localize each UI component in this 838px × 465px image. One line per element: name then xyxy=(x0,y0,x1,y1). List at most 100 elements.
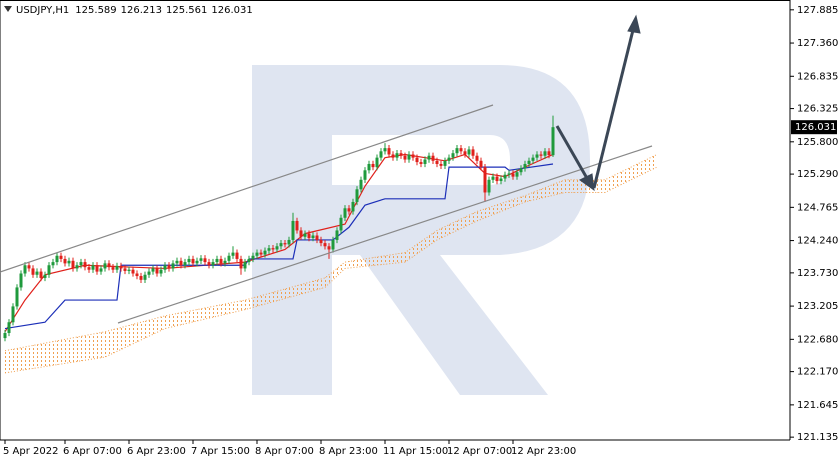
candle-body xyxy=(463,151,467,155)
y-tick-label: 124.765 xyxy=(797,202,838,213)
candle-body xyxy=(55,255,59,263)
candle-body xyxy=(135,273,139,277)
candle-body xyxy=(363,170,367,180)
x-tick-label: 8 Apr 23:00 xyxy=(319,446,378,457)
candle-body xyxy=(263,250,267,255)
candle-body xyxy=(327,246,331,250)
candle-body xyxy=(7,322,11,334)
candle-body xyxy=(515,172,519,177)
header: USDJPY,H1 125.589 126.213 125.561 126.031 xyxy=(16,5,253,16)
candle-body xyxy=(543,151,547,156)
candle-body xyxy=(403,155,407,160)
candle-body xyxy=(227,255,231,261)
candle-body xyxy=(511,173,515,177)
candle-body xyxy=(255,252,259,256)
candle-body xyxy=(171,263,175,269)
y-tick-label: 127.885 xyxy=(797,5,838,16)
candle-body xyxy=(359,179,363,190)
candle-body xyxy=(111,267,115,270)
candle-body xyxy=(35,271,39,275)
y-tick-label: 123.730 xyxy=(797,268,838,279)
candle-body xyxy=(167,265,171,269)
candle-body xyxy=(475,155,479,161)
candle-body xyxy=(75,265,79,269)
candle-body xyxy=(223,260,227,264)
candle-body xyxy=(291,220,295,240)
candle-body xyxy=(523,163,527,169)
candle-body xyxy=(383,148,387,152)
candle-body xyxy=(299,230,303,237)
candle-body xyxy=(339,217,343,231)
candle-body xyxy=(391,154,395,158)
x-tick-label: 6 Apr 07:00 xyxy=(63,446,122,457)
candle-body xyxy=(295,220,299,231)
candle-body xyxy=(19,273,23,288)
candle-body xyxy=(103,263,107,269)
candle-body xyxy=(127,269,131,271)
candle-body xyxy=(71,260,75,269)
candle-body xyxy=(323,243,327,247)
candle-body xyxy=(379,151,383,158)
y-tick-label: 123.205 xyxy=(797,301,838,312)
symbol: USDJPY,H1 xyxy=(16,5,69,16)
candle-body xyxy=(275,246,279,250)
candle-body xyxy=(311,235,315,239)
candle-body xyxy=(367,163,371,171)
candle-body xyxy=(443,160,447,166)
y-tick-label: 125.800 xyxy=(797,137,838,148)
candle-body xyxy=(67,260,71,264)
candle-body xyxy=(483,167,487,193)
close-value: 126.031 xyxy=(211,5,252,16)
candle-body xyxy=(151,268,155,272)
candle-body xyxy=(15,287,19,307)
candle-body xyxy=(439,163,443,166)
channel-upper xyxy=(0,104,494,273)
candle-body xyxy=(467,149,471,155)
candle-body xyxy=(87,267,91,270)
low-value: 125.561 xyxy=(166,5,207,16)
candle-body xyxy=(59,255,63,259)
candle-body xyxy=(283,243,287,245)
cloud-lower xyxy=(4,166,658,374)
candle-body xyxy=(163,265,167,270)
candle-body xyxy=(51,262,55,266)
candle-body xyxy=(415,157,419,163)
candle-body xyxy=(539,154,543,156)
candle-body xyxy=(271,248,275,250)
candle-body xyxy=(375,157,379,168)
candle-body xyxy=(411,154,415,158)
y-tick-label: 121.135 xyxy=(797,432,838,443)
y-tick-label: 127.360 xyxy=(797,38,838,49)
candle-body xyxy=(371,163,375,168)
y-tick-label: 125.290 xyxy=(797,169,838,180)
candle-body xyxy=(531,157,535,161)
candle-body xyxy=(459,148,463,152)
candle-body xyxy=(147,271,151,275)
candle-body xyxy=(519,168,523,173)
candle-body xyxy=(99,268,103,272)
candle-body xyxy=(423,159,427,164)
candle-body xyxy=(331,239,335,250)
candle-body xyxy=(355,189,359,202)
candle-body xyxy=(79,262,83,266)
candle-body xyxy=(307,233,311,239)
candle-body xyxy=(199,258,203,261)
candle-body xyxy=(31,268,35,275)
candle-body xyxy=(47,265,51,275)
candle-body xyxy=(427,155,431,160)
candle-body xyxy=(39,271,43,278)
candle-body xyxy=(251,255,255,259)
indicator-line xyxy=(4,163,554,330)
x-tick-label: 11 Apr 15:00 xyxy=(383,446,448,457)
candle-body xyxy=(471,149,475,156)
candle-body xyxy=(239,258,243,269)
candle-body xyxy=(83,262,87,268)
high-value: 126.213 xyxy=(121,5,162,16)
candle-body xyxy=(23,265,27,274)
candle-body xyxy=(107,263,111,268)
candle-body xyxy=(351,201,355,212)
candle-body xyxy=(535,154,539,158)
candle-body xyxy=(499,178,503,182)
candle-body xyxy=(267,248,271,251)
